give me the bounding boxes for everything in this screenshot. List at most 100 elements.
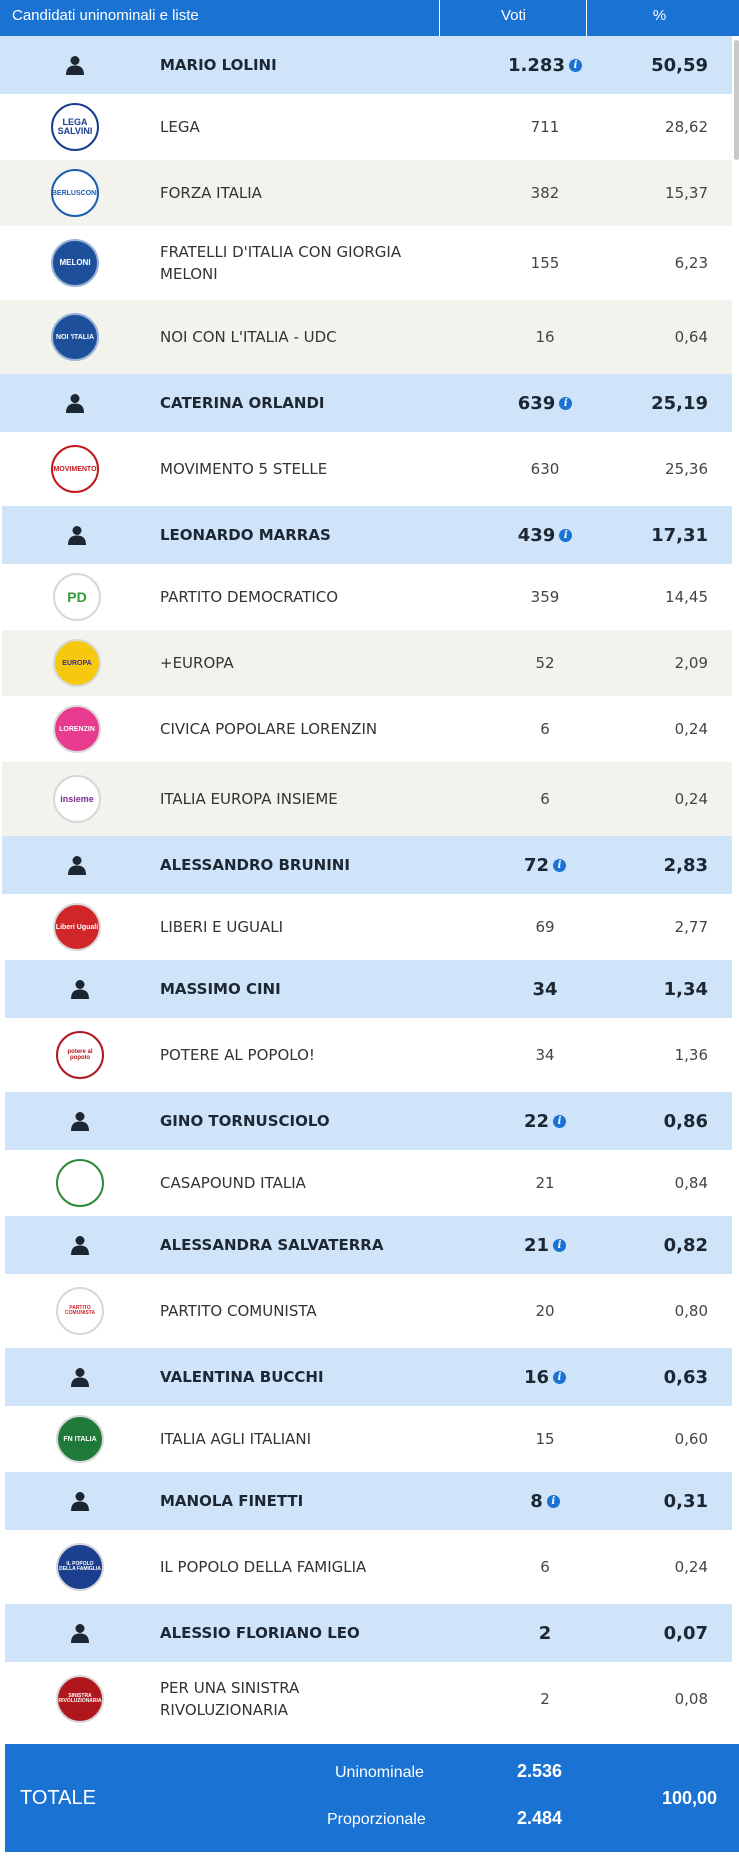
list-row: EUROPA +EUROPA 52 2,09 xyxy=(2,630,732,696)
logo-text: SINISTRA RIVOLUZIONARIA xyxy=(58,1693,102,1704)
list-name: MOVIMENTO 5 STELLE xyxy=(160,432,420,506)
party-logo-cell: MOVIMENTO xyxy=(20,432,130,506)
info-icon[interactable]: i xyxy=(553,858,567,872)
name-text: CIVICA POPOLARE LORENZIN xyxy=(160,720,378,738)
sinistra-rivoluzionaria-logo: SINISTRA RIVOLUZIONARIA xyxy=(56,1675,104,1723)
percent-cell: 25,19 xyxy=(588,374,708,432)
percent-cell: 0,08 xyxy=(588,1662,708,1736)
candidate-row: ALESSANDRO BRUNINI 72 i 2,83 xyxy=(2,836,732,894)
votes-value: 21 xyxy=(535,1174,555,1192)
name-text: ALESSIO FLORIANO LEO xyxy=(160,1624,360,1642)
info-icon[interactable]: i xyxy=(553,1370,567,1384)
votes-cell: 21 xyxy=(480,1150,610,1216)
votes-value: 34 xyxy=(532,978,558,1000)
votes-cell: 21 i xyxy=(480,1216,610,1274)
civica-popolare-logo: LORENZIN xyxy=(53,705,101,753)
list-name: ITALIA AGLI ITALIANI xyxy=(160,1406,420,1472)
lega-logo: LEGA SALVINI xyxy=(51,103,99,151)
candidate-name: MARIO LOLINI xyxy=(160,36,420,94)
party-logo-cell: PARTITO COMUNISTA xyxy=(25,1274,135,1348)
info-icon[interactable]: i xyxy=(546,1494,560,1508)
casapound-logo xyxy=(56,1159,104,1207)
noi-con-italia-logo: NOI 'ITALIA xyxy=(51,313,99,361)
percent-cell: 14,45 xyxy=(588,564,708,630)
candidate-name: ALESSANDRA SALVATERRA xyxy=(160,1216,420,1274)
list-name: +EUROPA xyxy=(160,630,420,696)
candidate-row: ALESSIO FLORIANO LEO 2 0,07 xyxy=(5,1604,732,1662)
votes-value: 1.283 xyxy=(508,54,565,76)
list-name: FORZA ITALIA xyxy=(160,160,420,226)
votes-cell: 20 xyxy=(480,1274,610,1348)
list-name: IL POPOLO DELLA FAMIGLIA xyxy=(160,1530,420,1604)
movimento-5-stelle-logo: MOVIMENTO xyxy=(51,445,99,493)
percent-value: 15,37 xyxy=(665,184,708,202)
name-text: VALENTINA BUCCHI xyxy=(160,1368,324,1386)
percent-value: 14,45 xyxy=(665,588,708,606)
party-logo-cell: BERLUSCONI xyxy=(20,160,130,226)
party-logo-cell xyxy=(25,1150,135,1216)
party-logo-cell: PD xyxy=(22,564,132,630)
logo-text: LORENZIN xyxy=(59,725,95,733)
person-icon xyxy=(64,392,86,414)
header-candidates: Candidati uninominali e liste xyxy=(0,0,440,36)
votes-value: 20 xyxy=(535,1302,555,1320)
list-row: LEGA SALVINI LEGA 711 28,62 xyxy=(0,94,732,160)
logo-text: Liberi Uguali xyxy=(55,923,99,931)
logo-text: PARTITO COMUNISTA xyxy=(65,1305,95,1316)
percent-value: 0,64 xyxy=(674,328,708,346)
list-name: FRATELLI D'ITALIA CON GIORGIA MELONI xyxy=(160,226,420,300)
votes-cell: 1.283 i xyxy=(480,36,610,94)
percent-value: 0,60 xyxy=(674,1430,708,1448)
percent-cell: 15,37 xyxy=(588,160,708,226)
list-name: POTERE AL POPOLO! xyxy=(160,1018,420,1092)
list-name: LIBERI E UGUALI xyxy=(160,894,420,960)
candidate-icon-cell xyxy=(25,1216,135,1274)
info-icon[interactable]: i xyxy=(568,58,582,72)
votes-cell: 630 xyxy=(480,432,610,506)
person-icon xyxy=(69,1110,91,1132)
list-row: BERLUSCONI FORZA ITALIA 382 15,37 xyxy=(0,160,732,226)
list-row: potere al popolo POTERE AL POPOLO! 34 1,36 xyxy=(5,1018,732,1092)
logo-text: MELONI xyxy=(59,258,91,267)
person-icon xyxy=(69,1366,91,1388)
percent-value: 25,19 xyxy=(651,392,708,414)
party-logo-cell: Liberi Uguali xyxy=(22,894,132,960)
name-text: MANOLA FINETTI xyxy=(160,1492,304,1510)
fratelli-italia-logo: MELONI xyxy=(51,239,99,287)
total-label: TOTALE xyxy=(20,1786,96,1809)
votes-value: 8 xyxy=(530,1490,543,1512)
candidate-name: MASSIMO CINI xyxy=(160,960,420,1018)
scrollbar[interactable] xyxy=(734,40,739,160)
votes-value: 2 xyxy=(538,1622,552,1644)
percent-cell: 17,31 xyxy=(588,506,708,564)
info-icon[interactable]: i xyxy=(559,396,573,410)
percent-cell: 1,34 xyxy=(588,960,708,1018)
candidate-name: ALESSANDRO BRUNINI xyxy=(160,836,420,894)
percent-value: 28,62 xyxy=(665,118,708,136)
logo-text: IL POPOLO DELLA FAMIGLIA xyxy=(59,1561,101,1572)
votes-cell: 16 xyxy=(480,300,610,374)
total-percent: 100,00 xyxy=(661,1787,717,1808)
name-text: PER UNA SINISTRA RIVOLUZIONARIA xyxy=(160,1679,300,1719)
name-text: ALESSANDRO BRUNINI xyxy=(160,856,350,874)
candidate-icon-cell xyxy=(25,1472,135,1530)
list-name: ITALIA EUROPA INSIEME xyxy=(160,762,420,836)
votes-value: 439 xyxy=(517,524,556,546)
info-icon[interactable]: i xyxy=(559,528,573,542)
candidate-icon-cell xyxy=(20,36,130,94)
percent-value: 17,31 xyxy=(651,524,708,546)
percent-value: 0,82 xyxy=(663,1234,708,1256)
header-percent: % xyxy=(652,7,667,24)
name-text: +EUROPA xyxy=(160,654,234,672)
table-header: Candidati uninominali e liste Voti % xyxy=(0,0,739,36)
party-logo-cell: LEGA SALVINI xyxy=(20,94,130,160)
info-icon[interactable]: i xyxy=(553,1114,567,1128)
percent-cell: 2,83 xyxy=(588,836,708,894)
votes-value: 630 xyxy=(530,460,560,478)
votes-cell: 52 xyxy=(480,630,610,696)
candidate-name: LEONARDO MARRAS xyxy=(160,506,420,564)
info-icon[interactable]: i xyxy=(553,1238,567,1252)
votes-cell: 155 xyxy=(480,226,610,300)
votes-value: 16 xyxy=(523,1366,550,1388)
